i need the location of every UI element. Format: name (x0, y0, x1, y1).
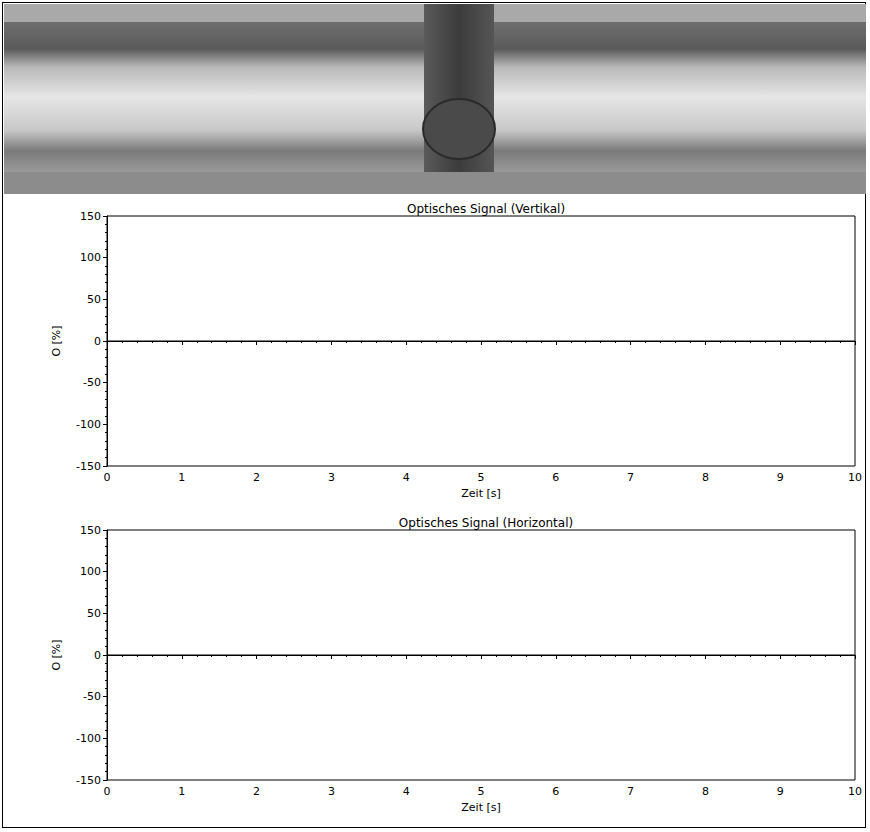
svg-text:8: 8 (702, 471, 709, 484)
svg-text:-150: -150 (76, 460, 101, 473)
svg-text:-100: -100 (76, 418, 101, 431)
svg-text:-50: -50 (83, 376, 101, 389)
svg-text:8: 8 (702, 785, 709, 798)
svg-text:10: 10 (848, 471, 862, 484)
svg-text:Optisches Signal (Horizontal): Optisches Signal (Horizontal) (399, 516, 573, 530)
svg-text:O [%]: O [%] (50, 639, 63, 670)
svg-text:100: 100 (80, 251, 101, 264)
svg-text:7: 7 (627, 785, 634, 798)
svg-text:5: 5 (478, 471, 485, 484)
svg-text:Zeit [s]: Zeit [s] (461, 801, 500, 814)
svg-text:Optisches Signal (Vertikal): Optisches Signal (Vertikal) (407, 202, 565, 216)
svg-text:-50: -50 (83, 690, 101, 703)
svg-text:9: 9 (777, 471, 784, 484)
svg-text:-150: -150 (76, 774, 101, 787)
svg-text:5: 5 (478, 785, 485, 798)
svg-text:6: 6 (552, 785, 559, 798)
svg-text:4: 4 (403, 471, 410, 484)
svg-text:100: 100 (80, 565, 101, 578)
svg-text:1: 1 (178, 785, 185, 798)
svg-text:150: 150 (80, 524, 101, 537)
svg-text:Zeit [s]: Zeit [s] (461, 487, 500, 500)
svg-text:150: 150 (80, 210, 101, 223)
svg-text:50: 50 (87, 293, 101, 306)
svg-text:0: 0 (104, 785, 111, 798)
svg-text:0: 0 (104, 471, 111, 484)
svg-text:3: 3 (328, 785, 335, 798)
svg-text:-100: -100 (76, 732, 101, 745)
svg-text:50: 50 (87, 607, 101, 620)
svg-text:2: 2 (253, 471, 260, 484)
svg-text:2: 2 (253, 785, 260, 798)
svg-text:10: 10 (848, 785, 862, 798)
svg-text:1: 1 (178, 471, 185, 484)
svg-text:6: 6 (552, 471, 559, 484)
svg-text:9: 9 (777, 785, 784, 798)
svg-text:O [%]: O [%] (50, 325, 63, 356)
svg-text:3: 3 (328, 471, 335, 484)
svg-text:0: 0 (94, 335, 101, 348)
svg-text:7: 7 (627, 471, 634, 484)
svg-text:0: 0 (94, 649, 101, 662)
svg-text:4: 4 (403, 785, 410, 798)
